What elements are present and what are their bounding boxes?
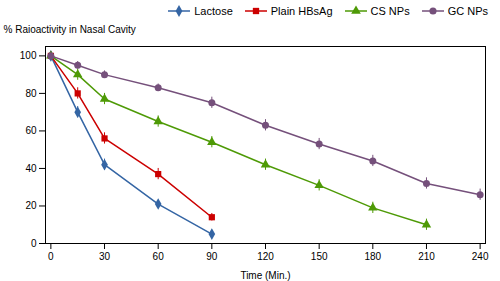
html-text:Plain HBsAg: Plain HBsAg: [270, 5, 333, 17]
svg-text:60: 60: [153, 251, 165, 262]
html-text:GC NPs: GC NPs: [447, 5, 488, 17]
svg-text:Time (Min.): Time (Min.): [240, 270, 290, 281]
svg-text:210: 210: [418, 251, 435, 262]
svg-text:40: 40: [25, 163, 37, 174]
html-text:Lactose: Lactose: [194, 5, 233, 17]
svg-text:180: 180: [364, 251, 381, 262]
svg-text:30: 30: [99, 251, 111, 262]
svg-text:0: 0: [31, 238, 37, 249]
svg-text:20: 20: [25, 200, 37, 211]
svg-text:90: 90: [206, 251, 218, 262]
svg-text:120: 120: [257, 251, 274, 262]
html-text:CS NPs: CS NPs: [370, 5, 410, 17]
svg-text:240: 240: [472, 251, 489, 262]
svg-text:80: 80: [25, 88, 37, 99]
svg-text:100: 100: [20, 50, 37, 61]
svg-text:% Raioactivity in Nasal Cavity: % Raioactivity in Nasal Cavity: [4, 24, 136, 35]
svg-text:0: 0: [48, 251, 54, 262]
svg-text:150: 150: [311, 251, 328, 262]
svg-text:60: 60: [25, 125, 37, 136]
